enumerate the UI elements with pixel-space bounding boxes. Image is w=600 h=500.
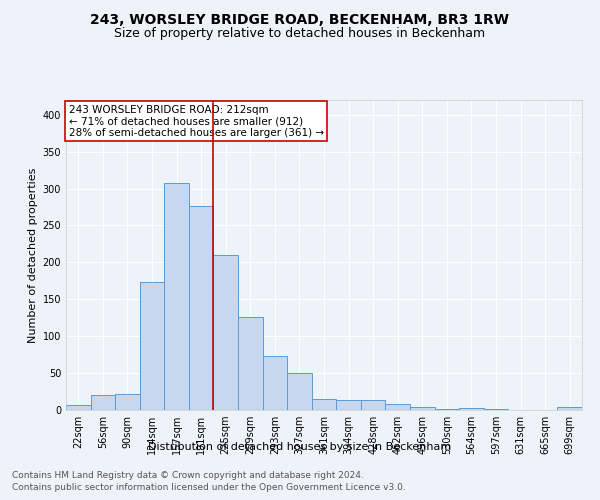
Bar	[115, 394, 140, 410]
Bar	[385, 404, 410, 410]
Text: 243, WORSLEY BRIDGE ROAD, BECKENHAM, BR3 1RW: 243, WORSLEY BRIDGE ROAD, BECKENHAM, BR3…	[91, 12, 509, 26]
Y-axis label: Number of detached properties: Number of detached properties	[28, 168, 38, 342]
Bar	[336, 400, 361, 410]
Bar	[66, 405, 91, 410]
Bar	[140, 282, 164, 410]
Bar	[287, 373, 312, 410]
Bar	[238, 317, 263, 410]
Bar	[91, 394, 115, 410]
Text: Size of property relative to detached houses in Beckenham: Size of property relative to detached ho…	[115, 28, 485, 40]
Text: Distribution of detached houses by size in Beckenham: Distribution of detached houses by size …	[148, 442, 452, 452]
Bar	[312, 399, 336, 410]
Bar	[214, 255, 238, 410]
Bar	[189, 206, 214, 410]
Bar	[459, 408, 484, 410]
Bar	[434, 408, 459, 410]
Bar	[557, 407, 582, 410]
Bar	[410, 407, 434, 410]
Text: Contains public sector information licensed under the Open Government Licence v3: Contains public sector information licen…	[12, 484, 406, 492]
Text: 243 WORSLEY BRIDGE ROAD: 212sqm
← 71% of detached houses are smaller (912)
28% o: 243 WORSLEY BRIDGE ROAD: 212sqm ← 71% of…	[68, 104, 324, 138]
Bar	[361, 400, 385, 410]
Bar	[164, 184, 189, 410]
Bar	[263, 356, 287, 410]
Text: Contains HM Land Registry data © Crown copyright and database right 2024.: Contains HM Land Registry data © Crown c…	[12, 471, 364, 480]
